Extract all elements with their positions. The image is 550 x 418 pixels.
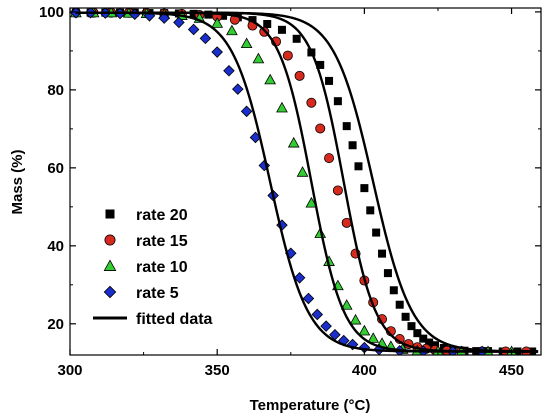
point-rate-5-19 xyxy=(293,272,306,284)
point-rate-20-23 xyxy=(360,184,369,193)
x-tick-label-2: 400 xyxy=(352,362,377,379)
point-rate-20-29 xyxy=(395,300,404,309)
series-rate-10 xyxy=(70,8,517,355)
y-tick-label-4: 100 xyxy=(39,4,64,21)
legend-label-rate-15: rate 15 xyxy=(136,233,188,250)
point-rate-20-33 xyxy=(419,334,428,343)
point-rate-10-23 xyxy=(367,332,380,343)
fitted-curve-3 xyxy=(75,11,539,353)
point-rate-15-16 xyxy=(315,123,326,134)
point-rate-15-13 xyxy=(282,50,293,61)
point-rate-5-12 xyxy=(232,83,244,95)
y-tick-label-0: 20 xyxy=(47,316,64,333)
point-rate-15-14 xyxy=(294,70,305,81)
legend-swatch-rate-5 xyxy=(103,285,117,299)
point-rate-20-22 xyxy=(354,162,363,171)
data-marks xyxy=(70,8,539,355)
point-rate-10-13 xyxy=(276,101,288,113)
point-rate-5-22 xyxy=(320,320,332,332)
point-rate-5-21 xyxy=(311,308,324,321)
point-rate-20-18 xyxy=(325,76,334,85)
x-tick-label-3: 450 xyxy=(499,362,524,379)
plot-frame xyxy=(69,7,542,356)
point-rate-10-21 xyxy=(349,313,362,325)
point-rate-20-24 xyxy=(366,206,375,215)
point-rate-10-12 xyxy=(264,73,277,85)
x-axis-label: Temperature (°C) xyxy=(250,397,371,414)
legend-item-rate-20: rate 20 xyxy=(105,207,188,224)
point-rate-15-18 xyxy=(332,185,343,196)
legend-item-rate-15: rate 15 xyxy=(104,233,188,250)
point-rate-10-9 xyxy=(226,24,238,36)
legend-item-rate-10: rate 10 xyxy=(103,259,188,276)
legend-label-rate-20: rate 20 xyxy=(136,207,188,224)
legend-label-fitted-data: fitted data xyxy=(136,311,213,328)
point-rate-20-25 xyxy=(372,228,381,237)
point-rate-5-0 xyxy=(70,8,82,19)
y-tick-label-3: 80 xyxy=(47,82,64,99)
point-rate-15-17 xyxy=(324,153,335,164)
point-rate-5-20 xyxy=(302,292,315,305)
point-rate-10-22 xyxy=(358,324,371,336)
legend-item-fitted-data: fitted data xyxy=(93,311,213,328)
point-rate-20-15 xyxy=(292,34,301,43)
series-rate-5 xyxy=(70,8,488,355)
point-rate-20-20 xyxy=(342,122,351,131)
point-rate-10-10 xyxy=(240,37,253,49)
point-rate-20-10 xyxy=(219,11,228,20)
point-rate-10-8 xyxy=(211,17,224,28)
point-rate-20-30 xyxy=(401,312,410,321)
legend-swatch-rate-10 xyxy=(103,259,117,271)
point-rate-20-21 xyxy=(348,141,357,150)
legend-item-rate-5: rate 5 xyxy=(103,285,179,302)
point-rate-10-14 xyxy=(287,136,300,148)
point-rate-20-34 xyxy=(425,338,434,347)
legend-swatch-rate-15 xyxy=(104,234,116,246)
x-tick-label-0: 300 xyxy=(57,362,82,379)
point-rate-20-32 xyxy=(413,329,422,338)
point-rate-20-28 xyxy=(389,286,398,295)
y-tick-label-2: 60 xyxy=(47,160,64,177)
x-tick-label-1: 350 xyxy=(205,362,230,379)
point-rate-10-16 xyxy=(305,196,318,208)
point-rate-10-15 xyxy=(296,166,309,177)
y-tick-label-1: 40 xyxy=(47,238,64,255)
point-rate-20-17 xyxy=(316,60,325,69)
series-fitted-data xyxy=(75,11,539,353)
axes: 300 350 400 450 20 40 60 80 100 xyxy=(39,4,542,379)
series-rate-15 xyxy=(70,8,532,355)
point-rate-5-13 xyxy=(240,105,253,118)
point-rate-20-9 xyxy=(204,10,213,19)
point-rate-5-7 xyxy=(173,16,185,29)
point-rate-20-27 xyxy=(383,269,392,278)
point-rate-5-11 xyxy=(223,65,235,77)
legend-label-rate-5: rate 5 xyxy=(136,285,179,302)
point-rate-20-13 xyxy=(263,19,272,28)
point-rate-20-19 xyxy=(333,97,342,106)
legend-label-rate-10: rate 10 xyxy=(136,259,188,276)
point-rate-10-20 xyxy=(340,299,353,310)
point-rate-20-14 xyxy=(277,25,286,34)
point-rate-5-6 xyxy=(158,12,170,24)
legend-swatch-rate-20 xyxy=(105,209,115,219)
point-rate-20-26 xyxy=(378,249,387,258)
point-rate-5-9 xyxy=(199,32,212,45)
point-rate-5-8 xyxy=(187,23,200,36)
point-rate-20-31 xyxy=(407,322,416,331)
point-rate-15-15 xyxy=(306,97,317,108)
y-axis-label: Mass (%) xyxy=(9,149,26,214)
point-rate-10-11 xyxy=(252,52,265,64)
legend: rate 20 rate 15 rate 10 rate 5 fitted data xyxy=(93,207,213,328)
point-rate-5-10 xyxy=(211,46,223,58)
